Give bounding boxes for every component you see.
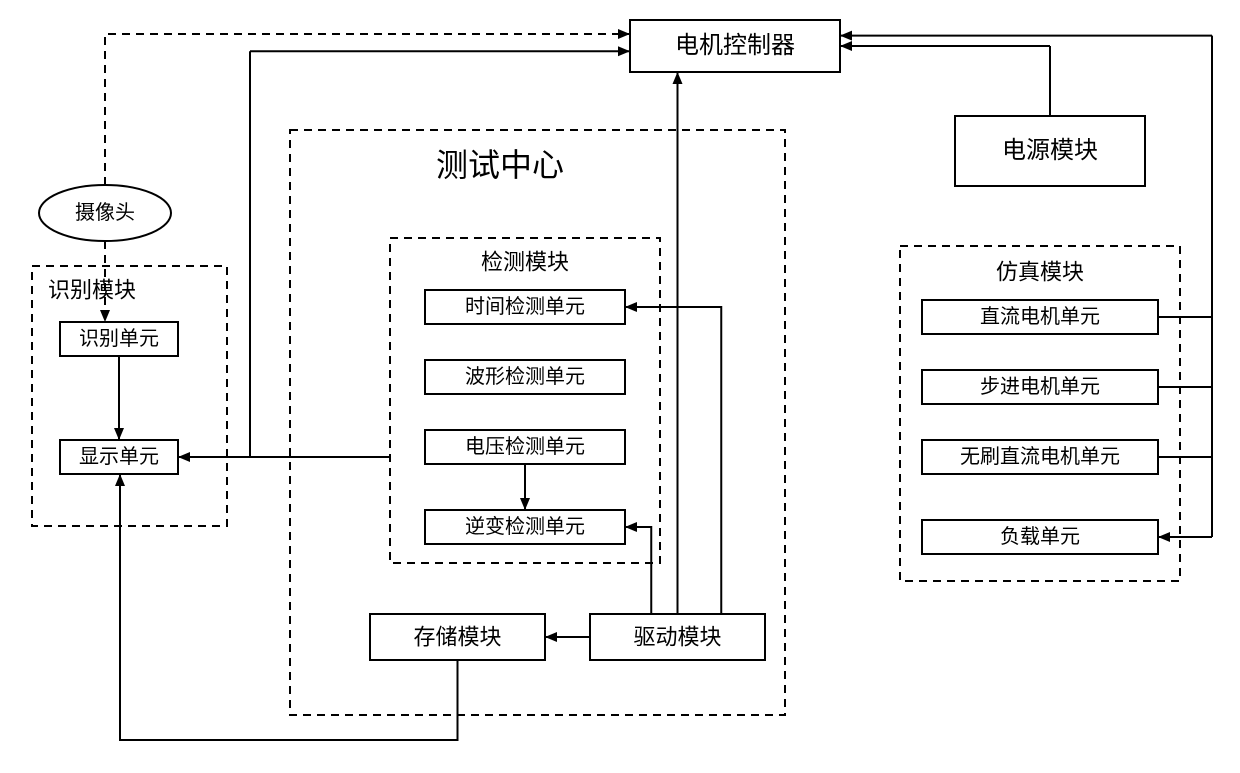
svg-text:仿真模块: 仿真模块 — [996, 260, 1084, 285]
svg-text:显示单元: 显示单元 — [79, 445, 159, 468]
svg-text:负载单元: 负载单元 — [1000, 525, 1080, 548]
svg-text:时间检测单元: 时间检测单元 — [465, 295, 585, 318]
svg-text:存储模块: 存储模块 — [413, 625, 501, 650]
svg-text:摄像头: 摄像头 — [75, 201, 135, 224]
svg-text:步进电机单元: 步进电机单元 — [980, 375, 1100, 398]
svg-text:无刷直流电机单元: 无刷直流电机单元 — [960, 445, 1120, 468]
svg-text:识别单元: 识别单元 — [79, 327, 159, 350]
svg-text:电压检测单元: 电压检测单元 — [465, 435, 585, 458]
svg-text:驱动模块: 驱动模块 — [633, 625, 721, 650]
svg-text:逆变检测单元: 逆变检测单元 — [465, 515, 585, 538]
svg-text:识别模块: 识别模块 — [48, 278, 136, 303]
diagram-canvas: 识别模块 测试中心检测模块 仿真模块 摄像头 电机控制器电源模块识别单元显示单元 时间检测… — [0, 0, 1240, 773]
recognition-module-group — [32, 266, 227, 526]
svg-text:直流电机单元: 直流电机单元 — [980, 305, 1100, 328]
svg-text:电机控制器: 电机控制器 — [675, 32, 795, 59]
svg-text:电源模块: 电源模块 — [1002, 137, 1098, 164]
svg-text:测试中心: 测试中心 — [436, 147, 564, 183]
svg-text:检测模块: 检测模块 — [481, 250, 569, 275]
svg-text:波形检测单元: 波形检测单元 — [465, 365, 585, 388]
